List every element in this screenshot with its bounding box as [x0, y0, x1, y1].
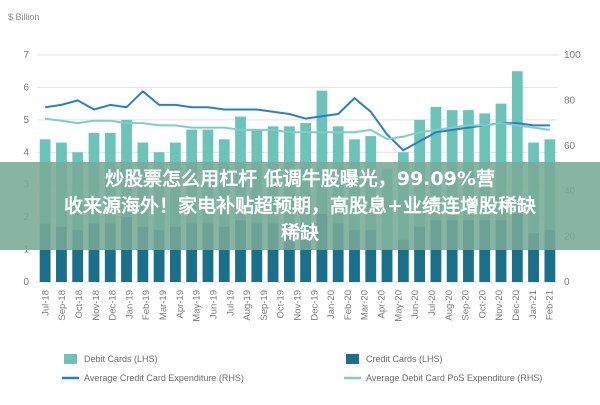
x-tick-label: May-19 — [192, 290, 203, 322]
y-tick-label-left: 5 — [23, 115, 29, 126]
y-axis-left-unit: $ Billion — [8, 12, 40, 22]
bar-credit — [56, 226, 67, 282]
x-tick-label: Jan-21 — [528, 290, 539, 319]
y-tick-label-right: 100 — [564, 50, 581, 61]
x-tick-label: Dec-20 — [511, 290, 522, 321]
x-tick-label: Jun-19 — [209, 290, 220, 319]
legend: Debit Cards (LHS) Credit Cards (LHS) Avera… — [62, 354, 542, 383]
x-tick-label: Nov-18 — [91, 290, 102, 321]
x-tick-label: Nov-20 — [494, 290, 505, 321]
x-tick-label: Jan-20 — [326, 290, 337, 319]
overlay-line-3: 稀缺 — [280, 221, 319, 244]
y-tick-label-left: 7 — [23, 50, 29, 61]
y-tick-label-left: 0 — [23, 277, 29, 288]
x-tick-label: Sep-20 — [461, 290, 472, 321]
bar-credit — [397, 239, 409, 282]
x-tick-label: Jan-19 — [124, 290, 135, 319]
x-tick-label: Feb-21 — [545, 290, 556, 320]
x-tick-label: Jul-20 — [427, 290, 438, 316]
bar-credit — [153, 230, 165, 282]
x-tick-label: May-20 — [393, 290, 404, 322]
x-tick-label: Jul-19 — [225, 290, 236, 316]
x-axis: Jul-18 Sep-18 Oct-18 Nov-18 Dec-18 Jan-19 Feb-… — [40, 290, 555, 322]
bar-credit — [170, 226, 181, 282]
bar-credit — [414, 226, 425, 282]
x-tick-label: Dec-18 — [108, 290, 119, 321]
x-tick-label: Oct-20 — [477, 290, 488, 319]
bar-credit — [479, 220, 491, 282]
line-avg-debit-pos-expenditure — [44, 117, 551, 140]
overlay-banner: 炒股票怎么用杠杆 低调牛股曝光，99.09%营 收来源海外！家电补贴超预期，高股… — [0, 162, 600, 250]
x-tick-label: Feb-19 — [141, 290, 152, 320]
legend-label: Debit Cards (LHS) — [84, 354, 158, 364]
x-tick-label: Nov-19 — [293, 290, 304, 321]
x-tick-label: Mar-19 — [158, 290, 169, 320]
y-tick-label-right: 0 — [564, 277, 570, 288]
bar-credit — [349, 230, 360, 282]
y-tick-label-right: 60 — [564, 141, 576, 152]
x-tick-label: Jun-20 — [410, 290, 421, 319]
legend-label: Average Debit Card PoS Expenditure (RHS) — [366, 373, 542, 383]
x-tick-label: Dec-19 — [309, 290, 320, 321]
bar-credit — [544, 230, 556, 282]
legend-label: Credit Cards (LHS) — [366, 354, 443, 364]
bar-credit — [186, 223, 198, 282]
legend-swatch — [346, 354, 359, 364]
bar-credit — [88, 223, 100, 282]
y-tick-label-right: 80 — [564, 95, 576, 106]
bar-credit — [528, 233, 539, 282]
legend-label: Average Credit Card Expenditure (RHS) — [84, 373, 244, 383]
bar-credit — [218, 226, 230, 282]
x-tick-label: Jul-18 — [40, 290, 51, 316]
bar-credit — [202, 223, 214, 282]
bar-credit — [267, 223, 279, 282]
x-tick-label: Sep-19 — [259, 290, 270, 321]
x-tick-label: Mar-20 — [360, 290, 371, 320]
x-tick-label: Sep-18 — [57, 290, 68, 321]
overlay-line-2: 收来源海外！家电补贴超预期，高股息+业绩连增股稀缺 — [64, 194, 536, 217]
bar-credit — [104, 223, 116, 282]
bar-credit — [381, 249, 393, 282]
y-tick-label-left: 6 — [23, 82, 29, 93]
x-tick-label: Oct-19 — [276, 290, 287, 319]
x-tick-label: Apr-19 — [175, 290, 186, 319]
x-tick-label: Aug-20 — [444, 290, 455, 321]
bar-credit — [365, 230, 377, 282]
legend-swatch — [64, 354, 77, 364]
bar-credit — [283, 223, 295, 282]
series-lines — [44, 90, 551, 152]
bar-credit — [137, 226, 149, 282]
bar-credit — [332, 223, 344, 282]
x-tick-label: Oct-18 — [74, 290, 85, 319]
bar-credit — [300, 223, 312, 282]
bar-credit — [463, 220, 474, 282]
y-tick-label-left: 1 — [23, 245, 29, 256]
y-tick-label-left: 4 — [23, 147, 29, 158]
overlay-line-1: 炒股票怎么用杠杆 低调牛股曝光，99.09%营 — [105, 167, 495, 190]
bar-credit — [235, 220, 246, 282]
bar-credit — [430, 220, 442, 282]
bar-credit — [251, 223, 263, 282]
x-tick-label: Feb-20 — [343, 290, 354, 320]
bar-credit — [446, 220, 458, 282]
x-tick-label: Aug-19 — [242, 290, 253, 321]
x-tick-label: Apr-20 — [377, 290, 388, 319]
bar-credit — [495, 220, 507, 282]
line-avg-credit-expenditure — [44, 90, 550, 152]
bar-credit — [72, 230, 84, 282]
bar-credit — [39, 223, 51, 282]
